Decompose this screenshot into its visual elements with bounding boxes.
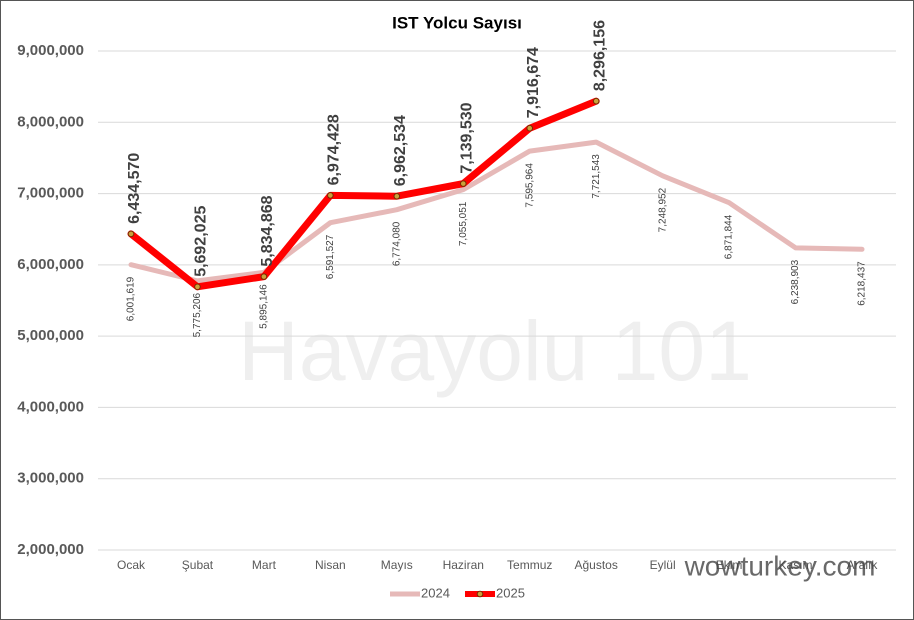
- x-tick-label: Haziran: [443, 558, 484, 572]
- legend-label: 2024: [421, 585, 450, 600]
- x-tick-label: Kasım: [779, 558, 813, 572]
- data-label: 6,218,437: [857, 261, 868, 306]
- data-label: 7,248,952: [657, 187, 668, 232]
- data-label: 6,434,570: [126, 153, 143, 224]
- data-label: 8,296,156: [591, 20, 608, 91]
- data-label: 7,721,543: [591, 154, 602, 199]
- data-label: 6,591,527: [325, 234, 336, 279]
- y-tick-label: 5,000,000: [17, 327, 84, 344]
- data-label: 5,895,146: [259, 284, 270, 329]
- data-label: 7,916,674: [525, 47, 542, 118]
- point-marker: [127, 230, 135, 238]
- y-tick-label: 9,000,000: [17, 42, 84, 59]
- x-tick-label: Mayıs: [381, 558, 413, 572]
- x-tick-label: Ağustos: [575, 558, 618, 572]
- point-marker: [327, 192, 334, 199]
- watermark: wowturkey.com: [684, 550, 876, 581]
- data-label: 7,055,051: [458, 201, 469, 246]
- chart-title: IST Yolcu Sayısı: [392, 13, 522, 32]
- y-tick-label: 2,000,000: [17, 541, 84, 558]
- x-tick-label: Temmuz: [507, 558, 552, 572]
- point-marker: [393, 192, 401, 200]
- x-tick-label: Aralık: [847, 558, 879, 572]
- data-label: 7,139,530: [458, 102, 475, 173]
- data-label: 5,692,025: [193, 206, 210, 277]
- x-tick-label: Ocak: [117, 558, 146, 572]
- point-marker: [459, 180, 467, 187]
- x-tick-label: Nisan: [315, 558, 346, 572]
- data-label: 6,238,903: [790, 259, 801, 304]
- point-marker: [260, 273, 268, 280]
- x-tick-label: Mart: [252, 558, 277, 572]
- watermark: Havayolu 101: [238, 304, 752, 398]
- series-line: [128, 139, 865, 284]
- data-label: 6,774,080: [391, 221, 402, 266]
- data-label: 6,001,619: [126, 276, 137, 321]
- series-line: [127, 97, 600, 291]
- y-tick-label: 3,000,000: [17, 470, 84, 487]
- legend-label: 2025: [496, 585, 525, 600]
- point-marker: [592, 97, 600, 105]
- x-tick-label: Ekim: [716, 558, 743, 572]
- data-label: 5,775,206: [192, 292, 203, 337]
- data-label: 6,871,844: [724, 214, 735, 259]
- x-tick-label: Eylül: [650, 558, 676, 572]
- legend-marker: [476, 590, 484, 598]
- y-tick-label: 8,000,000: [17, 113, 84, 130]
- point-marker: [194, 283, 201, 291]
- data-label: 5,834,868: [259, 195, 276, 266]
- y-tick-label: 6,000,000: [17, 256, 84, 273]
- y-tick-label: 7,000,000: [17, 185, 84, 202]
- data-label: 7,595,964: [524, 163, 535, 208]
- y-tick-label: 4,000,000: [17, 398, 84, 415]
- data-label: 6,962,534: [392, 115, 409, 186]
- point-marker: [526, 124, 534, 132]
- x-tick-label: Şubat: [182, 558, 214, 572]
- data-label: 6,974,428: [326, 114, 343, 185]
